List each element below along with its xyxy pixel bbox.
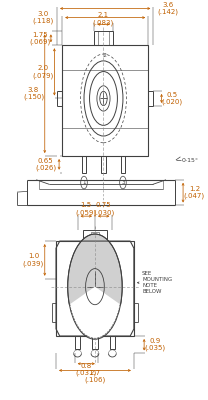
Text: SEE
MOUNTING
NOTE
BELOW: SEE MOUNTING NOTE BELOW bbox=[142, 271, 172, 294]
Text: 2: 2 bbox=[103, 53, 106, 58]
Text: 1: 1 bbox=[82, 180, 86, 185]
Text: 2.0
(.079): 2.0 (.079) bbox=[32, 65, 54, 79]
Text: 0-15°: 0-15° bbox=[182, 158, 199, 163]
Text: 0.65
(.026): 0.65 (.026) bbox=[35, 158, 56, 171]
Text: 2.7
(.106): 2.7 (.106) bbox=[84, 370, 106, 383]
Text: 3: 3 bbox=[121, 180, 125, 185]
Text: 0.8
(.031): 0.8 (.031) bbox=[76, 363, 97, 376]
Text: 3.8
(.150): 3.8 (.150) bbox=[23, 87, 44, 100]
Text: 0.5
(.020): 0.5 (.020) bbox=[162, 92, 183, 105]
Text: 2.1
(.083): 2.1 (.083) bbox=[93, 12, 114, 26]
Text: 3.6
(.142): 3.6 (.142) bbox=[157, 2, 178, 15]
Text: 0.9
(.035): 0.9 (.035) bbox=[145, 338, 166, 352]
Text: 1.5
(.059): 1.5 (.059) bbox=[76, 202, 97, 216]
Text: 1.0
(.039): 1.0 (.039) bbox=[23, 253, 44, 267]
Text: 3.0
(.118): 3.0 (.118) bbox=[32, 11, 53, 24]
Text: 1.2
(.047): 1.2 (.047) bbox=[184, 186, 205, 199]
Circle shape bbox=[68, 234, 122, 339]
Wedge shape bbox=[70, 287, 120, 338]
Text: 1.75
(.069): 1.75 (.069) bbox=[29, 32, 50, 45]
Text: 0.75
(.030): 0.75 (.030) bbox=[93, 202, 114, 216]
